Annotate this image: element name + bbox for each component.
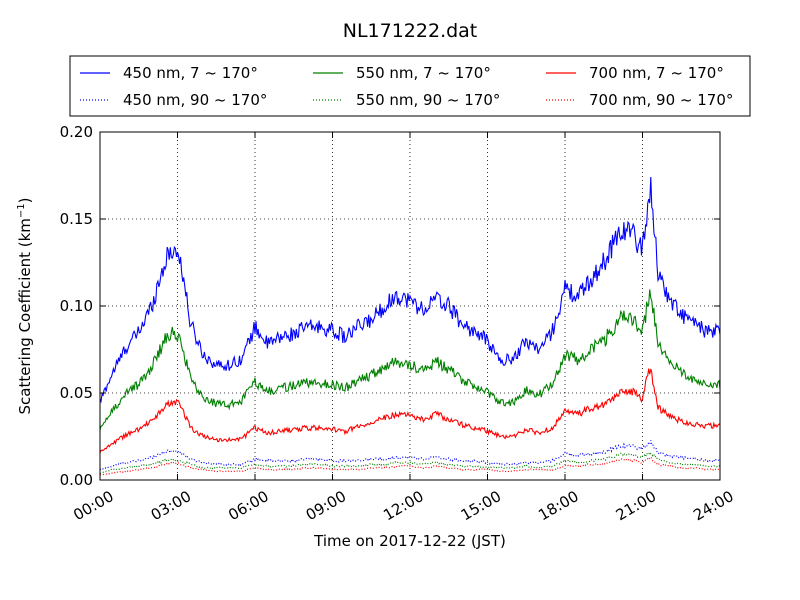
series-line-3 [99, 289, 721, 431]
y-tick-label: 0.15 [60, 210, 93, 228]
series-line-6 [99, 456, 721, 476]
series-layer [99, 176, 721, 476]
legend-label: 550 nm, 7 ~ 170° [356, 64, 491, 82]
y-tick-label: 0.05 [60, 384, 93, 402]
y-tick-label: 0.20 [60, 123, 93, 141]
x-axis-label: Time on 2017-12-22 (JST) [313, 532, 506, 550]
legend-label: 550 nm, 90 ~ 170° [356, 91, 500, 109]
y-tick-label: 0.10 [60, 297, 93, 315]
legend-label: 700 nm, 7 ~ 170° [589, 64, 724, 82]
series-line-1 [99, 176, 721, 404]
chart-title: NL171222.dat [343, 20, 478, 42]
y-axis-label: Scattering Coefficient (km−1) [16, 197, 34, 414]
legend: 450 nm, 7 ~ 170° 450 nm, 90 ~ 170° 550 nm,… [69, 55, 751, 117]
series-line-4 [99, 451, 721, 474]
legend-label: 450 nm, 7 ~ 170° [123, 64, 258, 82]
series-line-5 [99, 368, 721, 454]
y-label-main: Scattering Coefficient (km [16, 218, 34, 414]
legend-label: 450 nm, 90 ~ 170° [123, 91, 267, 109]
series-line-2 [99, 440, 721, 471]
legend-label: 700 nm, 90 ~ 170° [589, 91, 733, 109]
y-tick-label: 0.00 [60, 471, 93, 489]
legend-frame [69, 55, 751, 117]
y-label-end: ) [16, 197, 34, 203]
y-label-superscript: −1 [16, 203, 27, 218]
